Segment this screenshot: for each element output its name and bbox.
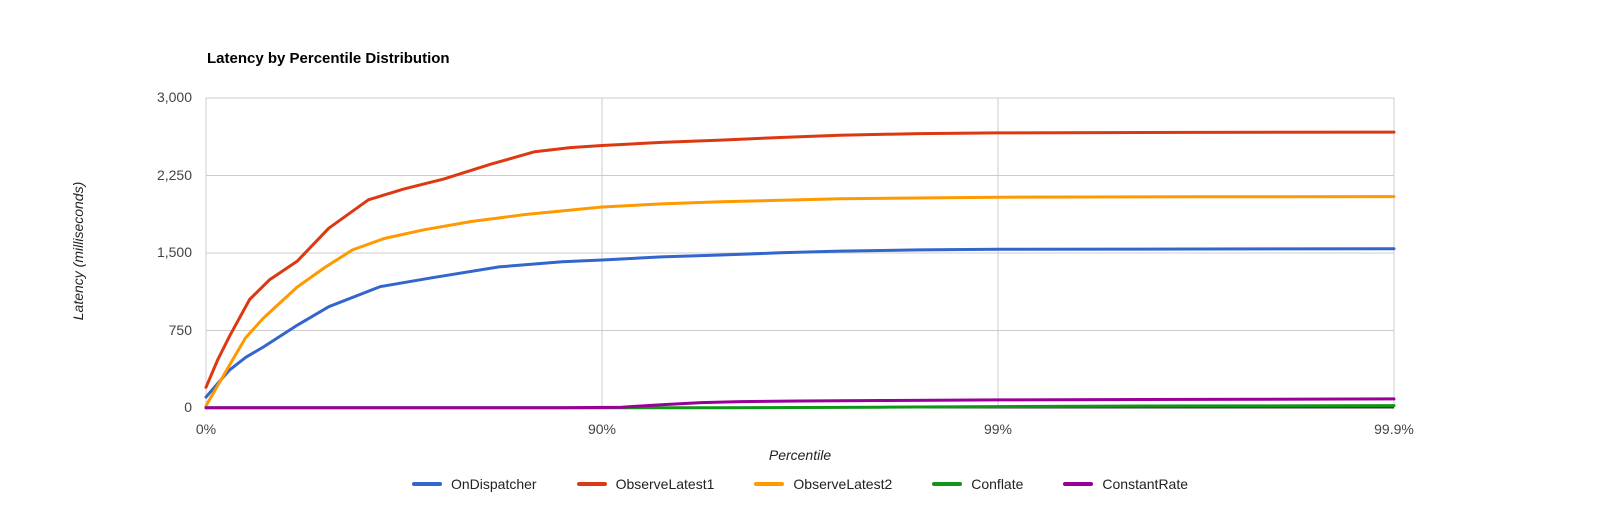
legend-label: ObserveLatest2	[793, 476, 893, 492]
line-swatch-icon	[1063, 482, 1094, 486]
legend-item-conflate: Conflate	[932, 476, 1023, 492]
line-swatch-icon	[754, 482, 785, 486]
legend-item-ondispatcher: OnDispatcher	[411, 476, 537, 492]
y-tick-0: 0	[184, 399, 192, 415]
y-tick-3000: 3,000	[156, 89, 192, 105]
x-tick-0pct: 0%	[195, 421, 217, 437]
series-line-observelatest2	[204, 195, 1396, 408]
y-tick-1500: 1,500	[156, 244, 192, 260]
legend-item-constantrate: ConstantRate	[1063, 476, 1188, 492]
chart-title: Latency by Percentile Distribution	[207, 50, 450, 67]
line-swatch-icon	[932, 482, 963, 486]
line-swatch-icon	[576, 482, 607, 486]
legend-item-observelatest2: ObserveLatest2	[754, 476, 892, 492]
legend-label: OnDispatcher	[450, 476, 537, 492]
y-tick-750: 750	[168, 322, 192, 338]
legend-label: ObserveLatest1	[615, 476, 715, 492]
x-axis-title: Percentile	[768, 447, 832, 463]
y-tick-2250: 2,250	[156, 167, 192, 183]
legend-label: Conflate	[971, 476, 1024, 492]
legend-label: ConstantRate	[1102, 476, 1189, 492]
x-tick-99pct: 99%	[983, 421, 1013, 437]
series-line-ondispatcher	[204, 247, 1396, 399]
x-tick-99-9pct: 99.9%	[1374, 421, 1414, 437]
series-line-constantrate	[204, 397, 1396, 410]
series-line-observelatest1	[204, 130, 1396, 389]
x-tick-90pct: 90%	[587, 421, 617, 437]
legend-item-observelatest1: ObserveLatest1	[576, 476, 715, 492]
series-lines	[204, 130, 1396, 410]
legend: OnDispatcher ObserveLatest1 ObserveLates…	[0, 476, 1600, 492]
line-swatch-icon	[411, 482, 442, 486]
